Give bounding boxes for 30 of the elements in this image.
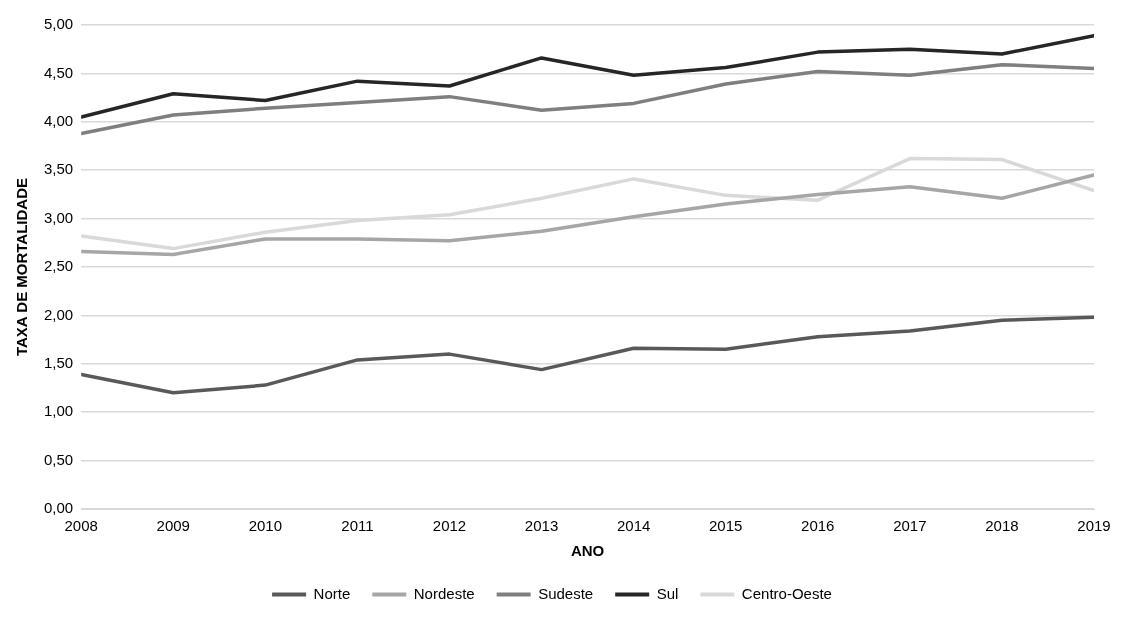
x-axis-title: ANO: [570, 542, 605, 560]
legend-label: Centro-Oeste: [741, 584, 832, 602]
y-tick-label: 0,00: [43, 499, 74, 517]
y-tick-label: 3,50: [43, 160, 74, 178]
y-tick-label: 4,00: [43, 111, 74, 129]
x-tick-label: 2010: [248, 517, 283, 535]
y-tick-label: 1,00: [43, 402, 74, 420]
x-tick-label: 2013: [524, 517, 559, 535]
legend-label: Nordeste: [413, 584, 475, 602]
y-tick-label: 2,00: [43, 305, 74, 323]
legend-label: Sul: [656, 584, 679, 602]
legend-label: Norte: [313, 584, 351, 602]
y-tick-label: 3,00: [43, 208, 74, 226]
x-tick-label: 2012: [432, 517, 467, 535]
y-tick-label: 4,50: [43, 63, 74, 81]
x-tick-label: 2015: [709, 517, 743, 535]
x-tick-label: 2016: [801, 517, 835, 535]
y-tick-label: 0,50: [43, 450, 74, 468]
x-tick-label: 2011: [341, 517, 374, 535]
x-tick-label: 2014: [616, 517, 651, 535]
x-tick-label: 2017: [893, 517, 927, 535]
y-tick-label: 5,00: [43, 15, 74, 33]
x-tick-label: 2008: [64, 517, 98, 535]
x-tick-label: 2018: [985, 517, 1019, 535]
y-tick-label: 1,50: [43, 353, 74, 371]
x-tick-label: 2019: [1077, 517, 1111, 535]
y-tick-label: 2,50: [43, 257, 74, 275]
x-tick-label: 2009: [156, 517, 190, 535]
legend-label: Sudeste: [538, 584, 594, 602]
y-axis-title: TAXA DE MORTALIDADE: [13, 177, 31, 357]
